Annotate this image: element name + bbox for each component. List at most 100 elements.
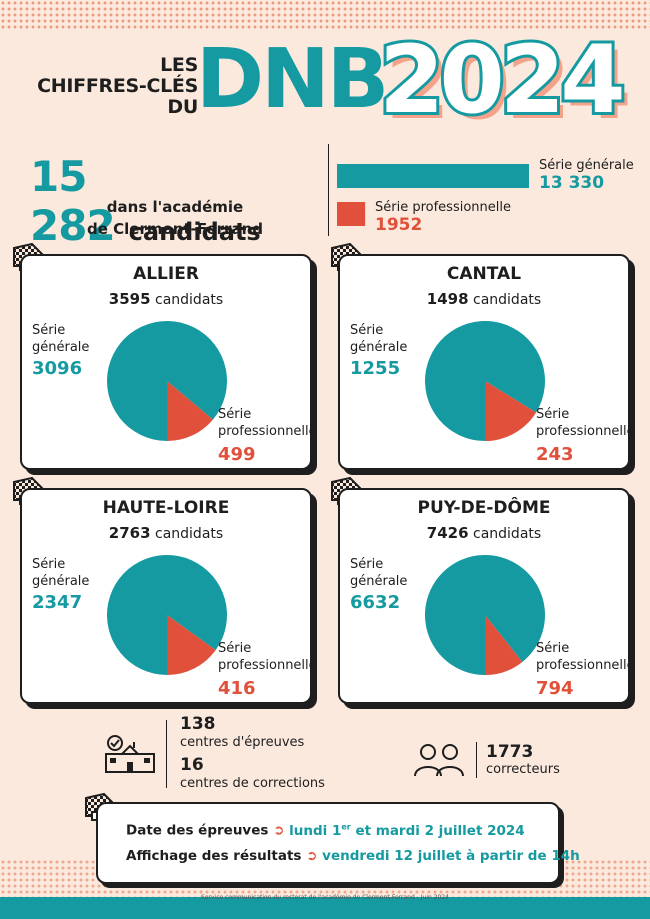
epreuves-label: centres d'épreuves: [180, 735, 305, 750]
bar-generale-value: 13 330: [539, 173, 604, 193]
date-epreuves-value-a: lundi 1: [289, 822, 342, 839]
date-resultats-label: Affichage des résultats: [126, 848, 302, 864]
pro-label: Série professionnelle: [536, 406, 636, 440]
gen-label-2: générale: [32, 574, 90, 589]
date-resultats-value: vendredi 12 juillet à partir de 14h: [322, 848, 580, 864]
department-count: 1498: [426, 290, 469, 308]
department-count: 7426: [426, 524, 469, 542]
pie-slice-professionnelle: [485, 615, 523, 675]
gen-value: 6632: [350, 592, 401, 613]
title-line-chiffres: CHIFFRES-CLÉS: [37, 75, 198, 97]
dotted-pattern-top: [0, 0, 650, 30]
corrections-number: 16: [180, 755, 204, 775]
gen-label: Série générale: [350, 556, 430, 590]
pro-label-1: Série: [218, 641, 252, 656]
arrow-right-icon: ➲: [306, 848, 318, 864]
total-candidates: 15 282 candidats: [30, 152, 320, 250]
pie-slice-professionnelle: [485, 381, 537, 441]
pro-label-2: professionnelle: [536, 658, 635, 673]
school-building-icon: [105, 735, 155, 773]
gen-label: Série générale: [350, 322, 430, 356]
pie-chart-puy-de-dome: [425, 555, 545, 675]
title-year-shadow: 2024: [385, 32, 628, 130]
pro-label-1: Série: [218, 407, 252, 422]
footer-credit: Service communication du rectorat de l'a…: [201, 894, 449, 901]
bar-pro-label: Série professionnelle: [375, 200, 511, 215]
department-name: CANTAL: [446, 264, 522, 284]
correcteurs-number: 1773: [486, 742, 534, 762]
panel-haute-loire: HAUTE-LOIRE 2763 candidats Série générale…: [20, 488, 317, 704]
pie-slice-generale: [106, 321, 227, 441]
pro-label-1: Série: [536, 407, 570, 422]
total-academy: dans l'académie de Clermont-Ferrand: [30, 196, 320, 240]
gen-label-1: Série: [350, 557, 384, 572]
title-dnb: DNB: [196, 32, 389, 127]
arrow-right-icon: ➲: [273, 822, 285, 839]
date-epreuves-line: Date des épreuves ➲ lundi 1er et mardi 2…: [126, 822, 525, 839]
bottom-band: [0, 897, 650, 919]
pie-chart-cantal: [425, 321, 545, 441]
series-bar-chart: Série générale 13 330 Série professionne…: [337, 158, 634, 235]
total-number: 15 282: [30, 152, 116, 250]
title-year: 2024 2024: [376, 30, 633, 130]
pro-value: 499: [218, 444, 256, 465]
title-line-du: DU: [167, 96, 198, 118]
department-unit: candidats: [155, 292, 224, 308]
pie-chart-allier: [106, 321, 227, 441]
correcteurs-block: 1773 correcteurs: [486, 742, 560, 777]
gen-label-2: générale: [350, 574, 408, 589]
pro-label: Série professionnelle: [536, 640, 636, 674]
gen-label-1: Série: [32, 323, 66, 338]
department-name: ALLIER: [133, 264, 199, 284]
bar-pro-value: 1952: [375, 215, 422, 235]
title-line-les: LES: [160, 54, 198, 76]
gen-label-2: générale: [350, 340, 408, 355]
pro-label-2: professionnelle: [218, 424, 317, 439]
department-candidates: 1498 candidats: [340, 290, 628, 308]
pro-label: Série professionnelle: [218, 640, 318, 674]
gen-value: 3096: [32, 358, 83, 379]
pie-slice-professionnelle: [167, 381, 213, 441]
gen-label: Série générale: [32, 322, 112, 356]
centres-block: 138 centres d'épreuves 16 centres de cor…: [180, 714, 380, 796]
department-name: PUY-DE-DÔME: [417, 498, 551, 518]
dates-box: Date des épreuves ➲ lundi 1er et mardi 2…: [96, 802, 580, 884]
pie-chart-haute-loire: [107, 555, 227, 675]
panel-allier: ALLIER 3595 candidats Série générale 3096…: [20, 254, 317, 470]
academy-line-1: dans l'académie: [106, 198, 244, 216]
panel-puy-de-dome: PUY-DE-DÔME 7426 candidats Série générale…: [338, 488, 635, 704]
title-year-text: 2024: [379, 30, 622, 130]
pro-value: 416: [218, 678, 256, 699]
date-resultats-line: Affichage des résultats ➲ vendredi 12 ju…: [126, 848, 580, 864]
pro-value: 243: [536, 444, 574, 465]
date-epreuves-value-b: et mardi 2 juillet 2024: [350, 822, 525, 839]
department-unit: candidats: [473, 526, 542, 542]
date-epreuves-label: Date des épreuves: [126, 822, 269, 839]
corrections-label: centres de corrections: [180, 776, 325, 791]
pie-slice-generale: [107, 555, 227, 675]
centres-divider: [166, 720, 167, 788]
date-epreuves-value: lundi 1er et mardi 2 juillet 2024: [289, 822, 525, 839]
gen-label: Série générale: [32, 556, 112, 590]
department-unit: candidats: [473, 292, 542, 308]
correcteurs-label: correcteurs: [486, 762, 560, 777]
department-count: 2763: [108, 524, 151, 542]
title-prefix: LES CHIFFRES-CLÉS DU: [20, 55, 198, 118]
department-count: 3595: [108, 290, 151, 308]
department-unit: candidats: [155, 526, 224, 542]
epreuves-number: 138: [180, 714, 216, 734]
pro-label-1: Série: [536, 641, 570, 656]
date-epreuves-sup: er: [341, 822, 351, 831]
gen-label-1: Série: [350, 323, 384, 338]
department-name: HAUTE-LOIRE: [102, 498, 230, 518]
gen-value: 1255: [350, 358, 401, 379]
gen-label-1: Série: [32, 557, 66, 572]
department-candidates: 2763 candidats: [22, 524, 310, 542]
total-word: candidats: [128, 218, 261, 246]
bar-generale-label: Série générale: [539, 158, 634, 173]
department-candidates: 7426 candidats: [340, 524, 628, 542]
header-divider: [328, 144, 329, 236]
academy-line-2: de Clermont-Ferrand: [86, 220, 263, 238]
pro-label: Série professionnelle: [218, 406, 318, 440]
bar-serie-generale: [337, 164, 529, 188]
